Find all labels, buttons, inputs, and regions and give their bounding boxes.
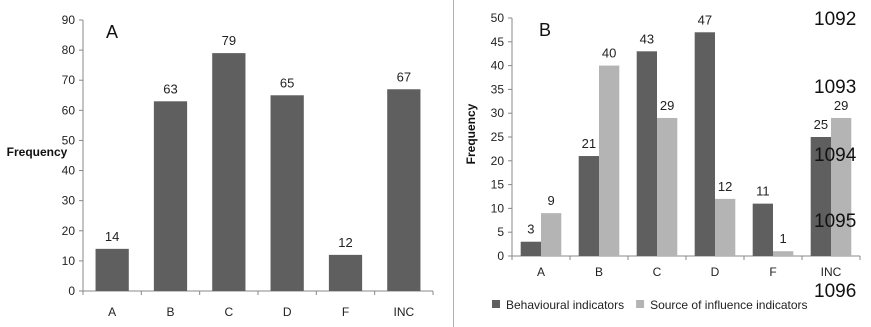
- chart-b-x-category-label: D: [711, 265, 720, 279]
- chart-a-x-category-label: A: [108, 305, 116, 319]
- chart-a-y-tick-label: 50: [62, 133, 76, 147]
- chart-b-bar: [541, 213, 562, 256]
- chart-a-bar-value-label: 14: [105, 229, 119, 244]
- chart-a-x-category-label: F: [342, 305, 349, 319]
- chart-a-bar: [270, 95, 304, 292]
- chart-b-y-tick-label: 10: [491, 201, 505, 215]
- page-number: 1092: [814, 9, 856, 30]
- chart-a-x-category-label: INC: [393, 305, 414, 319]
- chart-a-y-tick-label: 40: [62, 164, 76, 178]
- chart-b-svg: B Frequency 0 5 10 15 20 25 30 35 40 45 50 A 39 B 21 40 C 4…: [464, 9, 861, 312]
- chart-a-x-category-label: D: [283, 305, 292, 319]
- chart-b-y-tick-label: 25: [491, 130, 505, 144]
- chart-b-bar-value-label: 29: [834, 98, 848, 113]
- chart-b-bar-value-label: 12: [718, 179, 732, 194]
- chart-a-bar: [328, 254, 363, 291]
- chart-b-bar: [810, 137, 831, 256]
- chart-a-y-tick-label: 10: [62, 254, 76, 268]
- chart-a-bar-value-label: 63: [163, 81, 177, 96]
- chart-b-bar: [752, 203, 773, 256]
- chart-a-bar: [212, 53, 246, 291]
- chart-a-bar: [95, 248, 129, 291]
- chart-a-bar-value-label: 67: [397, 69, 411, 84]
- chart-b-bar-value-label: 21: [582, 136, 596, 151]
- chart-panel-b: B Frequency 0 5 10 15 20 25 30 35 40 45 50 A 3 9 B 21 40 C 4…: [456, 0, 871, 327]
- chart-a-y-tick-label: 60: [62, 103, 76, 117]
- chart-b-legend-label: Source of influence indicators: [650, 298, 807, 312]
- chart-b-y-tick-label: 45: [491, 35, 505, 49]
- chart-a-x-category-label: C: [224, 305, 233, 319]
- page-number: 1093: [814, 77, 856, 98]
- chart-b-bar-value-label: 40: [602, 46, 616, 61]
- chart-a-svg: A Frequency 0 10 20 30 40 50 60 70 80 90 A 14 B 63 C 79 D 6…: [7, 13, 434, 319]
- chart-a-y-tick-label: 80: [62, 43, 76, 57]
- page-number: 1095: [814, 211, 856, 232]
- chart-b-bar: [773, 251, 794, 256]
- chart-a-bar: [153, 101, 188, 291]
- chart-b-y-tick-label: 30: [491, 106, 505, 120]
- chart-a-x-category-label: B: [166, 305, 174, 319]
- chart-b-legend-label: Behavioural indicators: [506, 298, 624, 312]
- chart-b-bar-value-label: 1: [780, 231, 787, 246]
- chart-b-x-category-label: C: [653, 265, 662, 279]
- chart-b-bar: [831, 117, 852, 257]
- chart-b-y-tick-label: 20: [491, 154, 505, 168]
- chart-b-y-axis-label: Frequency: [464, 103, 478, 164]
- chart-b-bar-value-label: 9: [548, 193, 555, 208]
- chart-a-y-tick-label: 30: [62, 194, 76, 208]
- chart-b-bar: [657, 117, 678, 257]
- chart-b-bar-value-label: 43: [640, 31, 654, 46]
- chart-b-bar-value-label: 29: [660, 98, 674, 113]
- chart-a-bar-value-label: 65: [280, 75, 294, 90]
- chart-a-bar: [387, 89, 421, 291]
- chart-b-legend-swatch: [492, 300, 500, 308]
- chart-b-y-tick-label: 35: [491, 82, 505, 96]
- chart-b-bar: [636, 51, 657, 256]
- chart-b-legend-swatch: [636, 300, 645, 308]
- chart-b-y-tick-label: 0: [497, 249, 504, 263]
- chart-b-x-category-label: F: [769, 265, 776, 279]
- chart-b-bar: [520, 241, 541, 256]
- chart-a-bar-value-label: 79: [222, 33, 236, 48]
- chart-a-bar-value-label: 12: [338, 235, 352, 250]
- chart-b-panel-label: B: [539, 20, 551, 40]
- chart-a-y-tick-label: 70: [62, 73, 76, 87]
- chart-a-y-tick-label: 90: [62, 13, 76, 27]
- chart-b-bar-value-label: 3: [527, 222, 534, 237]
- chart-a-y-tick-label: 0: [68, 284, 75, 298]
- chart-b-y-tick-label: 15: [491, 178, 505, 192]
- chart-b-bar-value-label: 11: [756, 184, 770, 199]
- chart-panel-a: A Frequency 0 10 20 30 40 50 60 70 80 90 A 14 B 63 C 79 D 6…: [7, 0, 454, 327]
- chart-b-bar: [715, 198, 736, 256]
- chart-a-y-axis-label: Frequency: [7, 145, 68, 159]
- chart-b-bar: [599, 65, 620, 256]
- chart-b-y-tick-label: 5: [497, 225, 504, 239]
- chart-b-x-category-label: A: [537, 265, 545, 279]
- chart-a-y-tick-label: 20: [62, 224, 76, 238]
- chart-b-bar-value-label: 47: [698, 12, 712, 27]
- chart-a-panel-label: A: [106, 22, 118, 42]
- chart-b-x-category-label: B: [595, 265, 603, 279]
- chart-b-x-category-label: INC: [821, 265, 842, 279]
- page-number: 1096: [814, 281, 856, 302]
- page-number: 1094: [814, 145, 857, 166]
- chart-b-bar: [694, 32, 715, 256]
- chart-b-y-tick-label: 40: [491, 59, 505, 73]
- chart-b-y-tick-label: 50: [491, 11, 505, 25]
- chart-b-bar: [578, 156, 599, 256]
- chart-b-bar-value-label: 25: [814, 117, 828, 132]
